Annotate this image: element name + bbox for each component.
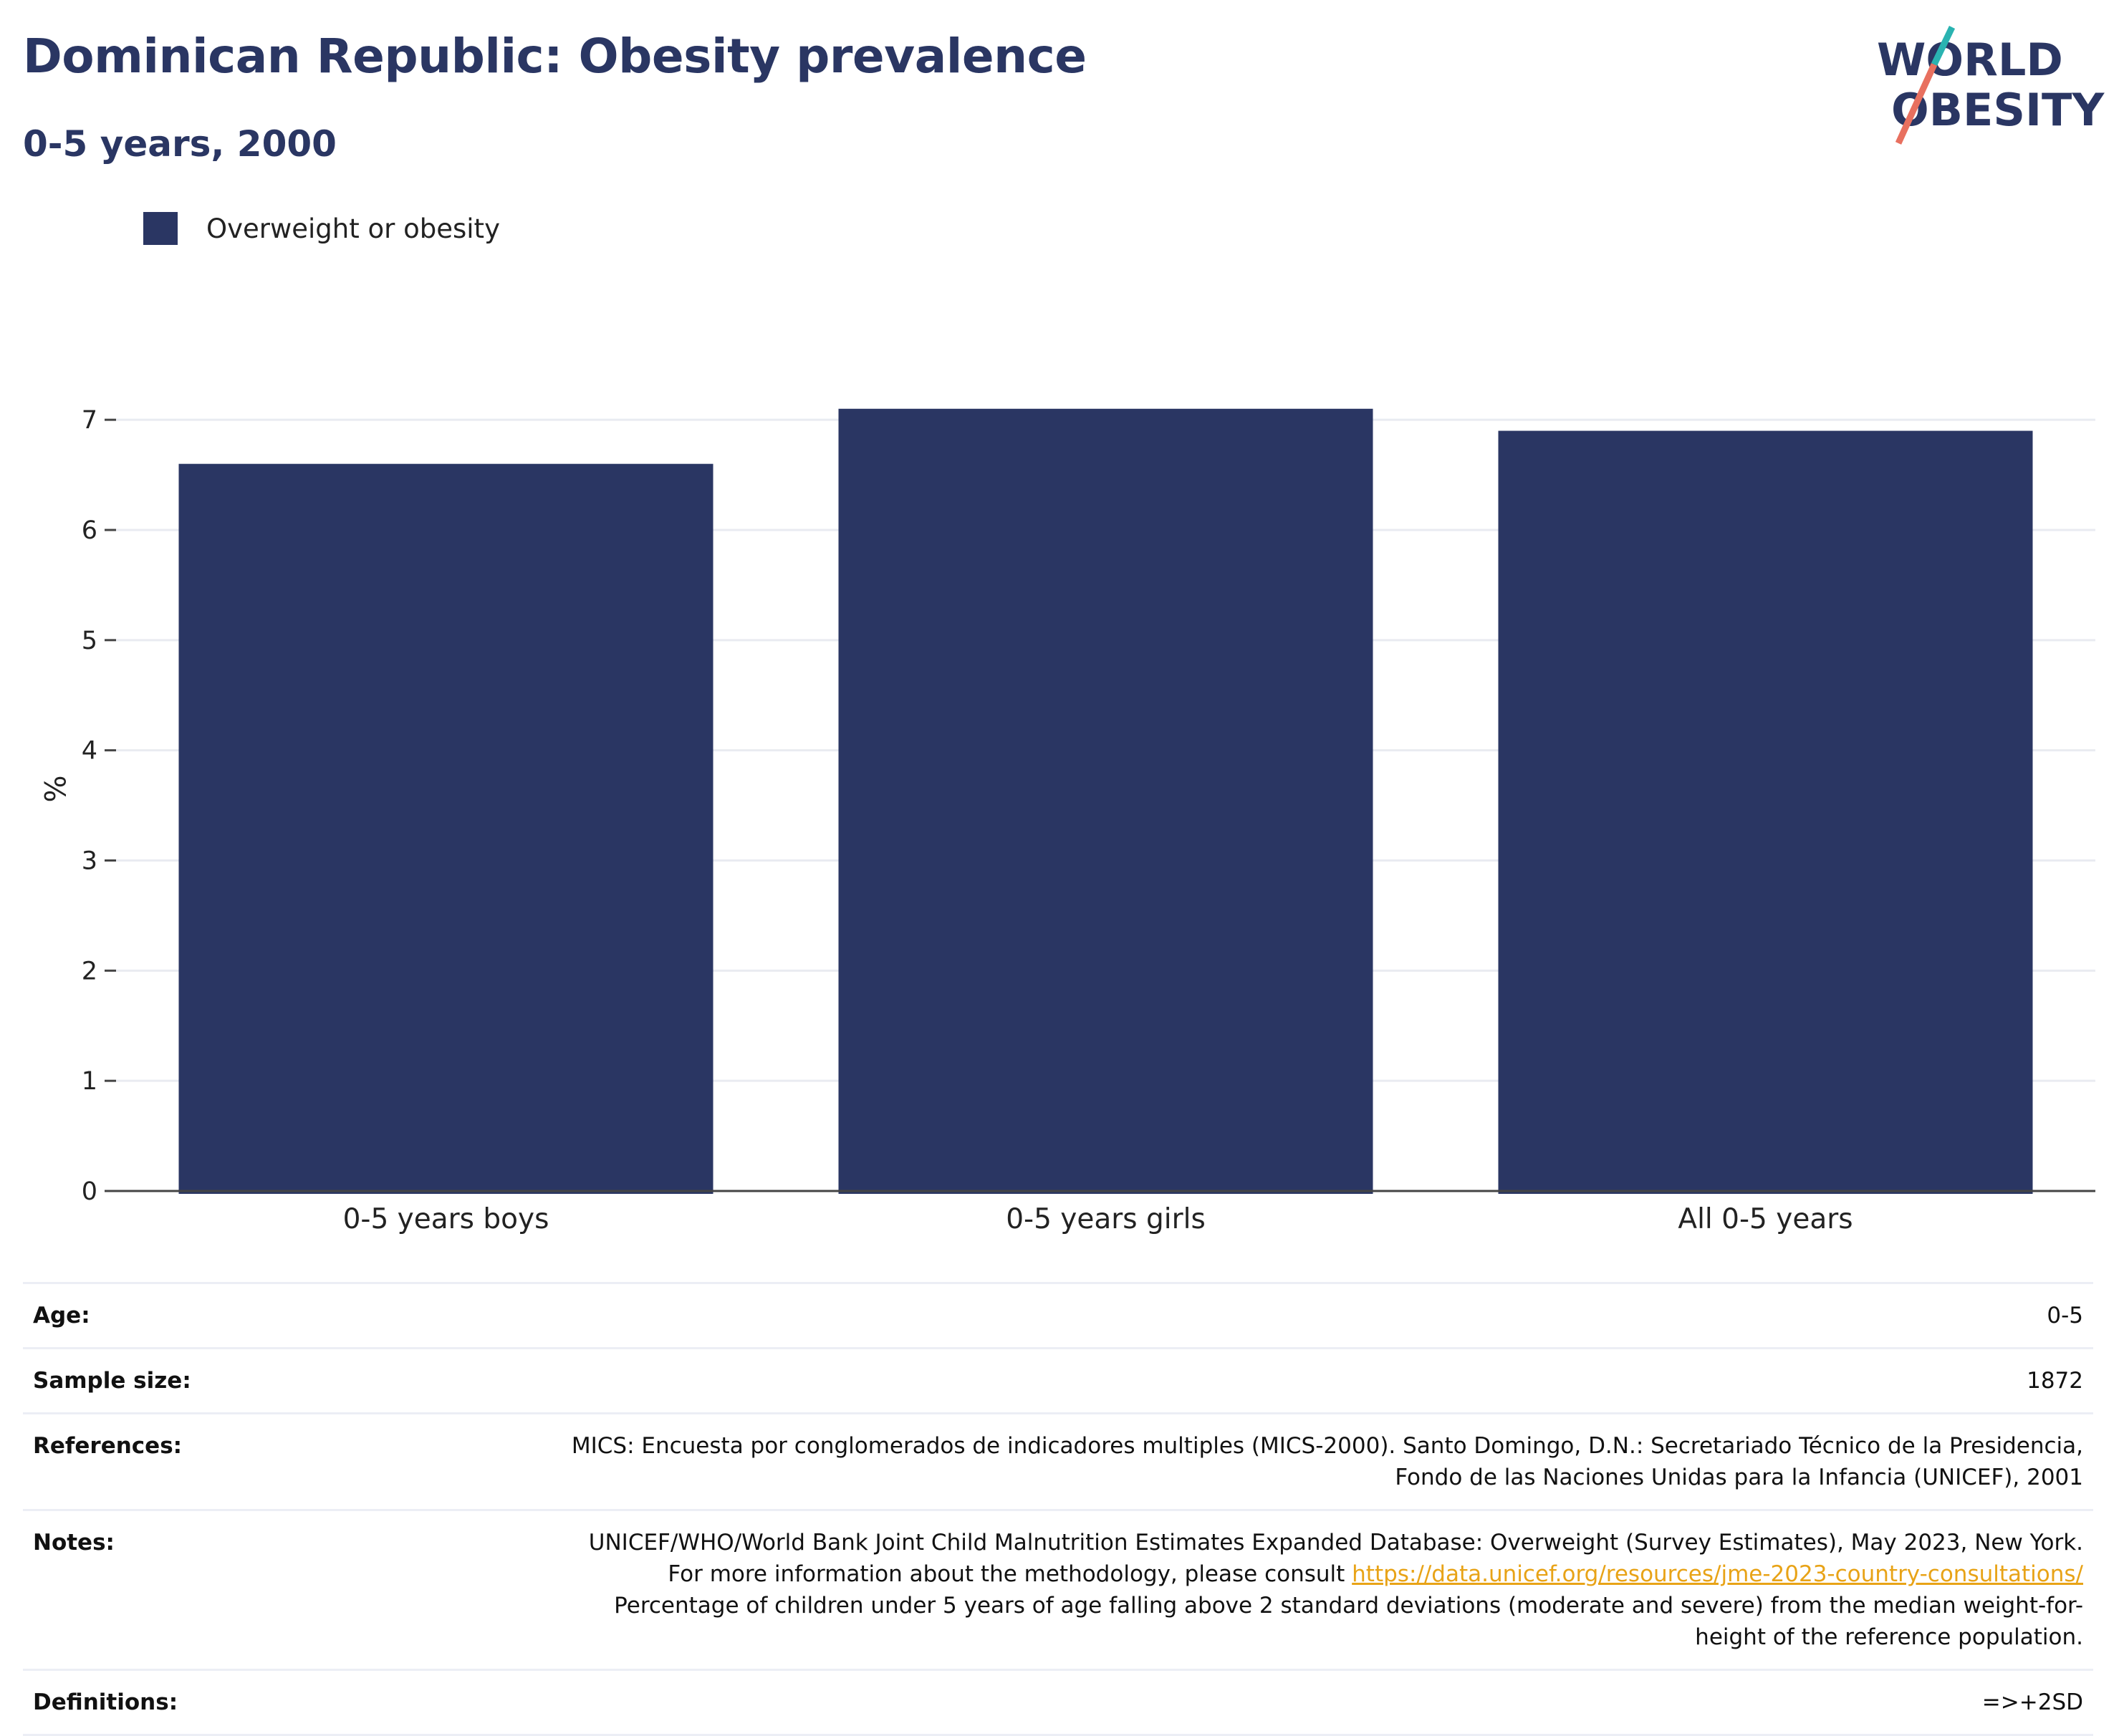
y-axis-title: % bbox=[37, 775, 70, 802]
legend-label: Overweight or obesity bbox=[206, 213, 500, 244]
y-tick-label: 3 bbox=[82, 847, 97, 875]
logo-line-1: WORLD bbox=[1877, 34, 2063, 86]
info-value: UNICEF/WHO/World Bank Joint Child Malnut… bbox=[550, 1527, 2083, 1653]
info-value: 0-5 bbox=[2047, 1303, 2083, 1328]
info-value: MICS: Encuesta por conglomerados de indi… bbox=[571, 1433, 2083, 1490]
info-row-notes: Notes: UNICEF/WHO/World Bank Joint Child… bbox=[23, 1509, 2093, 1669]
y-tick-label: 5 bbox=[82, 627, 97, 655]
y-tick-label: 0 bbox=[82, 1177, 97, 1206]
info-row-sample-size: Sample size: 1872 bbox=[23, 1347, 2093, 1412]
info-row-references: References: MICS: Encuesta por conglomer… bbox=[23, 1412, 2093, 1509]
chart-legend: Overweight or obesity bbox=[143, 212, 500, 245]
info-key: Age: bbox=[33, 1303, 90, 1328]
logo-line-2: OBESITY bbox=[1891, 84, 2105, 136]
bar[interactable] bbox=[178, 463, 713, 1194]
x-category-label: All 0-5 years bbox=[1678, 1203, 1853, 1235]
world-obesity-logo: WORLD OBESITY bbox=[1877, 26, 2105, 145]
x-category-label: 0-5 years girls bbox=[1006, 1203, 1206, 1235]
legend-swatch bbox=[143, 212, 178, 245]
info-key: Sample size: bbox=[33, 1368, 191, 1394]
y-tick-label: 4 bbox=[82, 737, 97, 766]
y-tick-label: 7 bbox=[82, 406, 97, 435]
y-tick-label: 2 bbox=[82, 957, 97, 985]
y-tick-label: 1 bbox=[82, 1067, 97, 1096]
axes: 0 1 2 3 4 5 6 7 0-5 years boys 0-5 years girls All… bbox=[82, 406, 2095, 1235]
logo-slash-top bbox=[1931, 26, 1956, 66]
bar-chart: 0 1 2 3 4 5 6 7 0-5 years boys 0-5 years girls All… bbox=[37, 406, 2095, 1235]
info-key: Definitions: bbox=[33, 1689, 178, 1715]
chart-subtitle: 0-5 years, 2000 bbox=[23, 123, 337, 165]
info-row-age: Age: 0-5 bbox=[23, 1282, 2093, 1347]
info-value: 1872 bbox=[2027, 1368, 2083, 1394]
x-category-label: 0-5 years boys bbox=[343, 1203, 549, 1235]
methodology-link[interactable]: https://data.unicef.org/resources/jme-20… bbox=[1352, 1561, 2083, 1587]
info-row-definitions: Definitions: =>+2SD bbox=[23, 1669, 2093, 1736]
bar[interactable] bbox=[838, 408, 1373, 1194]
info-table: Age: 0-5 Sample size: 1872 References: M… bbox=[23, 1282, 2093, 1736]
notes-text-after: Percentage of children under 5 years of … bbox=[614, 1593, 2083, 1650]
logo-slash-bottom bbox=[1895, 63, 1938, 145]
bars bbox=[178, 408, 2033, 1195]
info-value: =>+2SD bbox=[1981, 1689, 2083, 1715]
bar[interactable] bbox=[1498, 430, 2033, 1195]
y-tick-label: 6 bbox=[82, 516, 97, 545]
info-key: References: bbox=[33, 1433, 183, 1459]
chart-title: Dominican Republic: Obesity prevalence bbox=[23, 29, 1087, 84]
info-key: Notes: bbox=[33, 1530, 115, 1556]
notes-text-before: UNICEF/WHO/World Bank Joint Child Malnut… bbox=[588, 1530, 2083, 1587]
